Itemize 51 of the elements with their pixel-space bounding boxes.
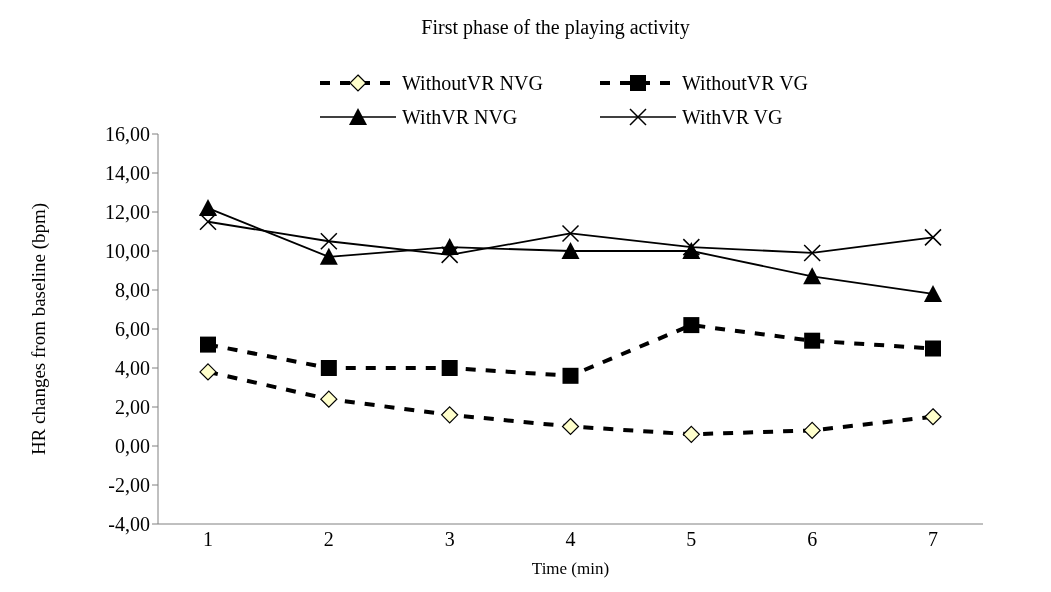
point bbox=[682, 425, 700, 443]
point bbox=[319, 247, 338, 265]
point bbox=[320, 390, 338, 408]
x-tick-label: 2 bbox=[323, 528, 334, 551]
point bbox=[804, 332, 821, 349]
x-axis-title: Time (min) bbox=[531, 559, 610, 578]
point bbox=[924, 228, 942, 247]
legend-label: WithVR NVG bbox=[402, 105, 518, 129]
point bbox=[320, 232, 338, 250]
point bbox=[803, 244, 821, 262]
point bbox=[561, 417, 580, 436]
point bbox=[924, 284, 942, 302]
x-tick-label: 3 bbox=[444, 528, 455, 551]
x-tick-label: 1 bbox=[203, 528, 213, 551]
point bbox=[682, 238, 701, 256]
point bbox=[441, 406, 459, 424]
point bbox=[200, 336, 216, 353]
point bbox=[925, 340, 941, 357]
y-tick-label: 2,00 bbox=[115, 396, 150, 419]
legend-label: WithVR VG bbox=[682, 105, 783, 129]
legend-label: WithoutVR VG bbox=[682, 71, 809, 95]
point bbox=[803, 421, 821, 439]
point bbox=[562, 367, 579, 384]
y-tick-label: 10,00 bbox=[105, 240, 150, 263]
y-tick-label: -4,00 bbox=[108, 513, 150, 536]
point bbox=[924, 408, 942, 426]
y-tick-label: 4,00 bbox=[115, 357, 150, 380]
point bbox=[440, 246, 459, 264]
point bbox=[199, 363, 217, 381]
point bbox=[199, 213, 217, 231]
y-tick-label: 14,00 bbox=[105, 162, 150, 185]
point bbox=[683, 317, 700, 334]
y-tick-label: 6,00 bbox=[115, 318, 150, 341]
y-tick-label: 16,00 bbox=[105, 123, 150, 146]
point bbox=[803, 267, 822, 285]
x-tick-label: 6 bbox=[807, 528, 818, 551]
point bbox=[199, 199, 217, 217]
y-tick-label: 8,00 bbox=[115, 279, 150, 302]
point bbox=[441, 360, 458, 376]
x-tick-label: 4 bbox=[565, 528, 576, 551]
y-tick-label: 0,00 bbox=[115, 435, 150, 458]
y-tick-label: -2,00 bbox=[108, 474, 150, 497]
point bbox=[561, 242, 580, 259]
legend-label: WithoutVR NVG bbox=[402, 71, 543, 95]
chart-title: First phase of the playing activity bbox=[420, 15, 691, 41]
x-tick-label: 5 bbox=[686, 528, 697, 551]
y-axis-title: HR changes from baseline (bpm) bbox=[27, 202, 50, 456]
x-tick-label: 7 bbox=[928, 528, 938, 551]
point bbox=[561, 224, 580, 243]
y-tick-label: 12,00 bbox=[105, 201, 150, 224]
point bbox=[320, 360, 337, 376]
